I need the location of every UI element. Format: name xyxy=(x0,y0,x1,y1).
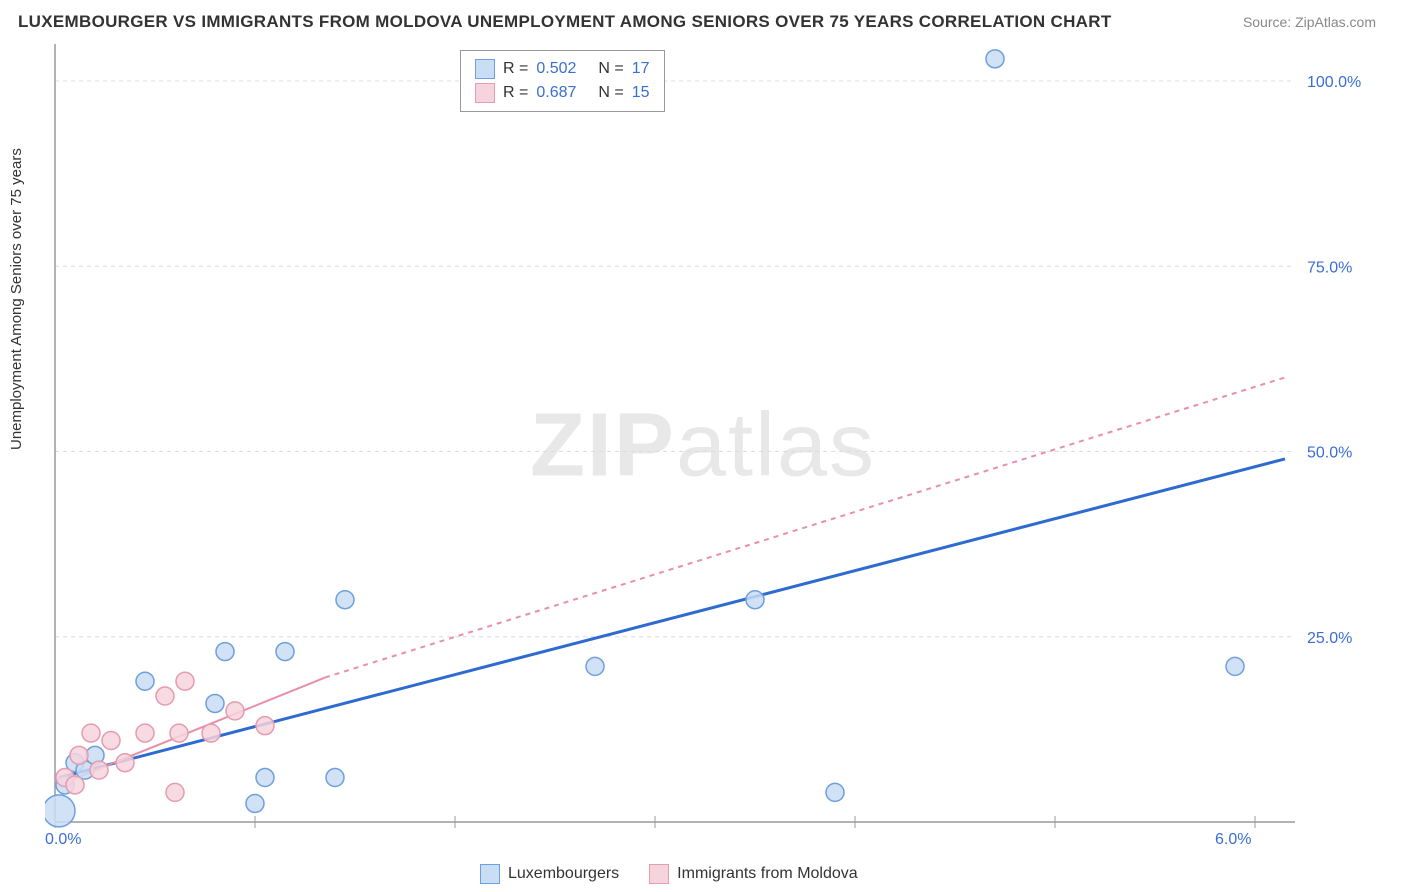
r-label: R = xyxy=(503,60,528,78)
legend-label: Luxembourgers xyxy=(508,865,619,883)
legend-label: Immigrants from Moldova xyxy=(677,865,858,883)
data-point xyxy=(176,672,194,690)
series-legend: Luxembourgers Immigrants from Moldova xyxy=(480,864,858,884)
y-tick-label: 75.0% xyxy=(1307,259,1352,276)
r-value: 0.502 xyxy=(536,60,576,78)
trend-line xyxy=(59,459,1285,778)
data-point xyxy=(336,591,354,609)
data-point xyxy=(746,591,764,609)
scatter-chart: 25.0% 50.0% 75.0% 100.0% 0.0% 6.0% xyxy=(45,40,1375,852)
data-point xyxy=(1226,657,1244,675)
data-point xyxy=(986,50,1004,68)
data-point xyxy=(156,687,174,705)
data-point xyxy=(826,783,844,801)
chart-container: { "title": "LUXEMBOURGER VS IMMIGRANTS F… xyxy=(0,0,1406,892)
data-point xyxy=(256,769,274,787)
data-point xyxy=(166,783,184,801)
data-point xyxy=(82,724,100,742)
legend-item: Immigrants from Moldova xyxy=(649,864,858,884)
data-point xyxy=(45,795,75,827)
n-label: N = xyxy=(598,84,623,102)
legend-swatch xyxy=(475,83,495,103)
data-point xyxy=(246,794,264,812)
legend-swatch xyxy=(480,864,500,884)
data-point xyxy=(70,746,88,764)
data-point xyxy=(170,724,188,742)
x-tick-label: 0.0% xyxy=(45,831,81,848)
data-point xyxy=(90,761,108,779)
y-tick-label: 25.0% xyxy=(1307,630,1352,647)
n-value: 15 xyxy=(632,84,650,102)
data-point xyxy=(102,731,120,749)
data-point xyxy=(116,754,134,772)
data-point xyxy=(256,717,274,735)
y-tick-label: 50.0% xyxy=(1307,445,1352,462)
legend-item: Luxembourgers xyxy=(480,864,619,884)
data-point xyxy=(136,724,154,742)
data-point xyxy=(586,657,604,675)
data-point xyxy=(326,769,344,787)
data-point xyxy=(226,702,244,720)
legend-row: R = 0.502 N = 17 xyxy=(475,57,650,81)
data-point xyxy=(136,672,154,690)
x-tick-label: 6.0% xyxy=(1215,831,1251,848)
r-value: 0.687 xyxy=(536,84,576,102)
data-point xyxy=(66,776,84,794)
y-axis-label: Unemployment Among Seniors over 75 years xyxy=(8,148,25,450)
correlation-legend: R = 0.502 N = 17 R = 0.687 N = 15 xyxy=(460,50,665,112)
r-label: R = xyxy=(503,84,528,102)
data-point xyxy=(216,643,234,661)
data-point xyxy=(202,724,220,742)
data-point xyxy=(206,694,224,712)
source-label: Source: ZipAtlas.com xyxy=(1243,14,1376,30)
legend-swatch xyxy=(649,864,669,884)
trend-line-dashed xyxy=(325,377,1285,677)
chart-title: LUXEMBOURGER VS IMMIGRANTS FROM MOLDOVA … xyxy=(18,12,1112,32)
data-point xyxy=(276,643,294,661)
y-tick-label: 100.0% xyxy=(1307,74,1361,91)
legend-swatch xyxy=(475,59,495,79)
legend-row: R = 0.687 N = 15 xyxy=(475,81,650,105)
n-label: N = xyxy=(598,60,623,78)
n-value: 17 xyxy=(632,60,650,78)
